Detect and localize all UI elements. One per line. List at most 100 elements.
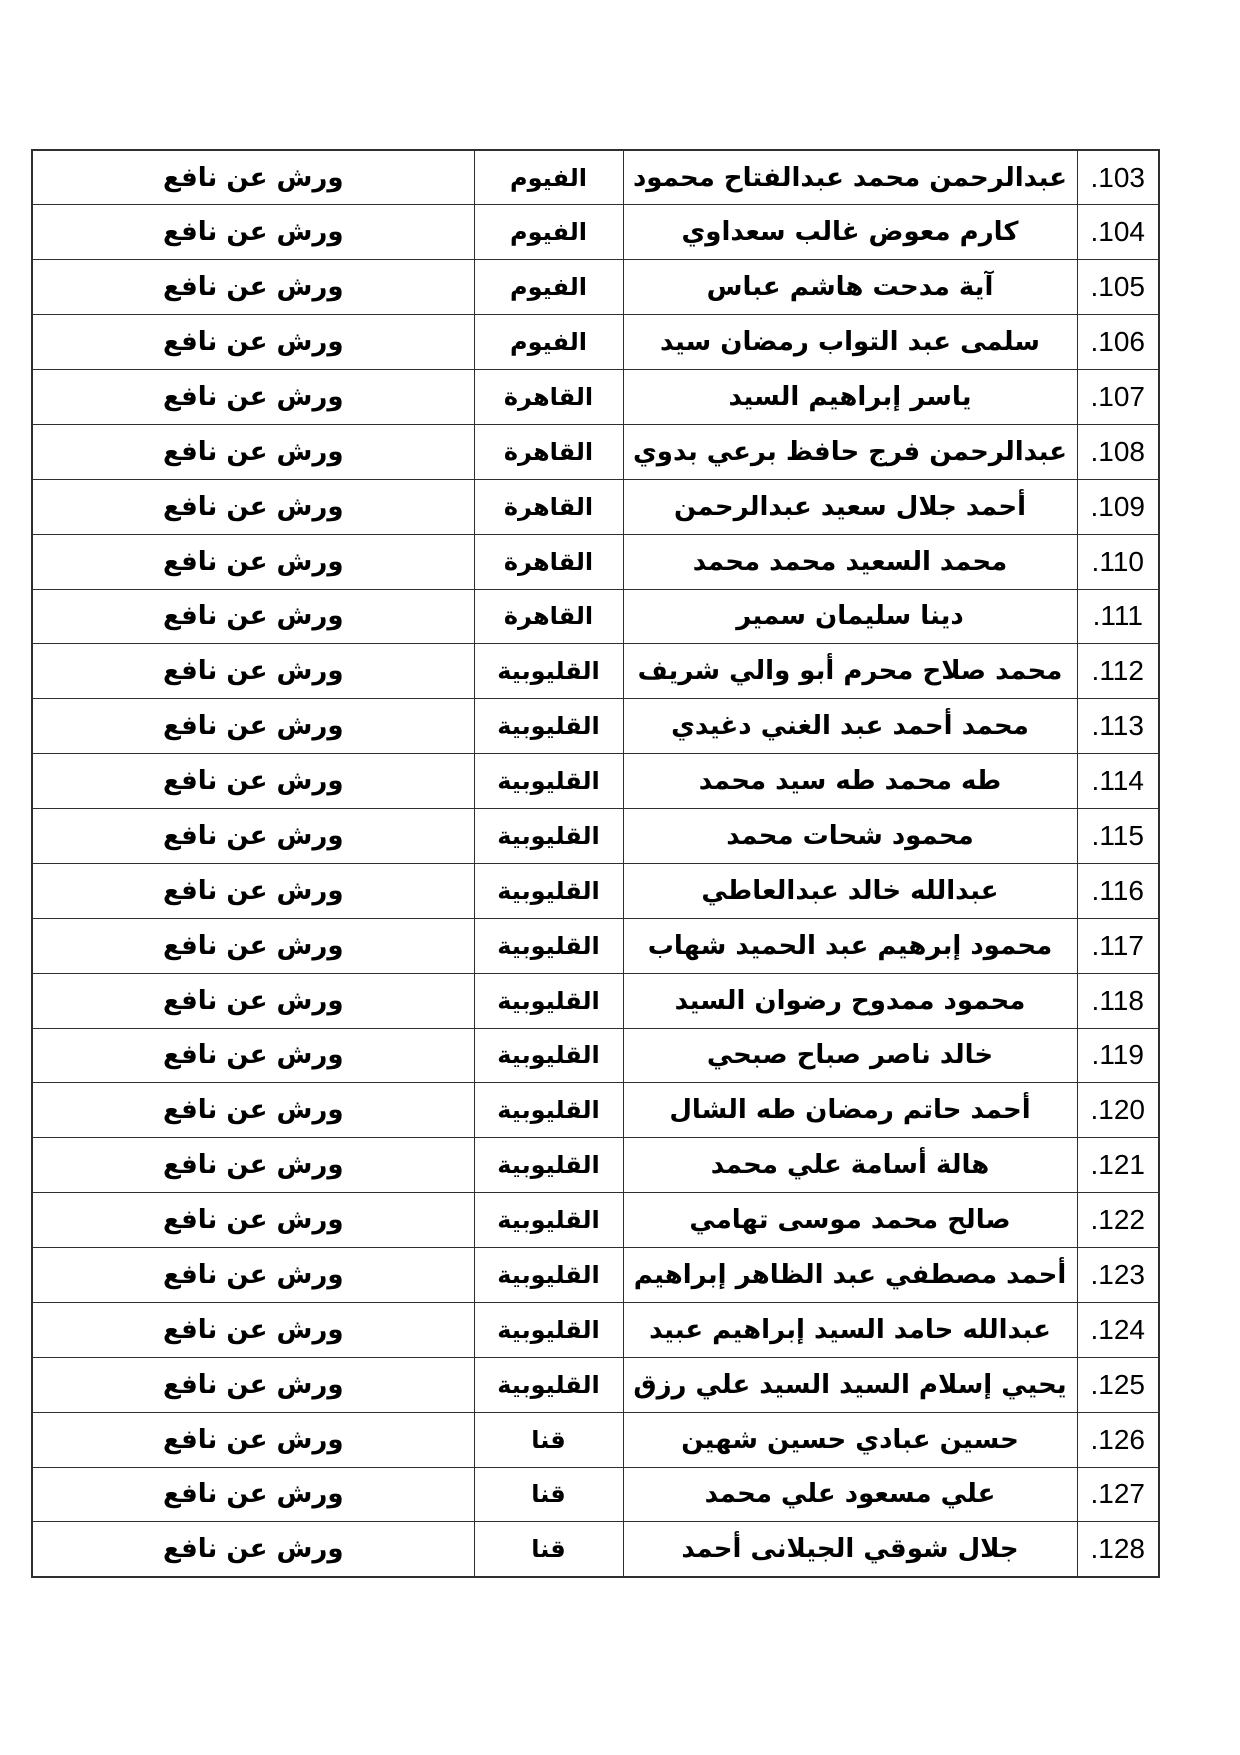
row-name-cell: صالح محمد موسى تهامي xyxy=(622,1192,1078,1248)
row-name-cell: كارم معوض غالب سعداوي xyxy=(622,204,1078,261)
row-governorate-cell: قنا xyxy=(473,1411,624,1468)
table-row: 108. عبدالرحمن فرج حافظ برعي بدوي القاهر… xyxy=(31,423,1160,480)
row-name-cell: محمود ممدوح رضوان السيد xyxy=(622,972,1078,1029)
row-name-cell: عبدالرحمن محمد عبدالفتاح محمود xyxy=(622,149,1078,206)
row-number-cell: 118. xyxy=(1076,972,1160,1029)
row-number-cell: 113. xyxy=(1076,698,1160,755)
table-row: 128. جلال شوقي الجيلانى أحمد قنا ورش عن … xyxy=(31,1521,1160,1578)
table-row: 110. محمد السعيد محمد محمد القاهرة ورش ع… xyxy=(31,533,1160,590)
row-name-cell: محمد صلاح محرم أبو والي شريف xyxy=(622,643,1078,700)
row-name-cell: ياسر إبراهيم السيد xyxy=(622,369,1078,425)
row-number-cell: 105. xyxy=(1076,259,1160,316)
row-name-cell: عبدالرحمن فرج حافظ برعي بدوي xyxy=(622,423,1078,480)
table-row: 118. محمود ممدوح رضوان السيد القليوبية و… xyxy=(31,972,1160,1029)
row-recitation-cell: ورش عن نافع xyxy=(31,1027,475,1084)
row-governorate-cell: القليوبية xyxy=(473,808,624,864)
row-name-cell: محمد السعيد محمد محمد xyxy=(622,533,1078,590)
row-recitation-cell: ورش عن نافع xyxy=(31,753,475,809)
table-row: 105. آية مدحت هاشم عباس الفيوم ورش عن نا… xyxy=(31,259,1160,316)
row-recitation-cell: ورش عن نافع xyxy=(31,1301,475,1358)
table-row: 107. ياسر إبراهيم السيد القاهرة ورش عن ن… xyxy=(31,369,1160,425)
table-row: 122. صالح محمد موسى تهامي القليوبية ورش … xyxy=(31,1192,1160,1248)
table-row: 123. أحمد مصطفي عبد الظاهر إبراهيم القلي… xyxy=(31,1247,1160,1303)
row-governorate-cell: القليوبية xyxy=(473,1027,624,1084)
row-recitation-cell: ورش عن نافع xyxy=(31,1082,475,1139)
row-recitation-cell: ورش عن نافع xyxy=(31,1411,475,1468)
row-number-cell: 123. xyxy=(1076,1247,1160,1303)
row-name-cell: هالة أسامة علي محمد xyxy=(622,1137,1078,1194)
row-name-cell: خالد ناصر صباح صبحي xyxy=(622,1027,1078,1084)
row-recitation-cell: ورش عن نافع xyxy=(31,972,475,1029)
row-number-cell: 115. xyxy=(1076,808,1160,864)
row-recitation-cell: ورش عن نافع xyxy=(31,478,475,535)
row-governorate-cell: القليوبية xyxy=(473,1247,624,1303)
row-name-cell: آية مدحت هاشم عباس xyxy=(622,259,1078,316)
row-number-cell: 124. xyxy=(1076,1301,1160,1358)
row-number-cell: 110. xyxy=(1076,533,1160,590)
row-governorate-cell: القليوبية xyxy=(473,917,624,974)
row-number-cell: 119. xyxy=(1076,1027,1160,1084)
row-name-cell: علي مسعود علي محمد xyxy=(622,1466,1078,1523)
table-row: 121. هالة أسامة علي محمد القليوبية ورش ع… xyxy=(31,1137,1160,1194)
row-recitation-cell: ورش عن نافع xyxy=(31,808,475,864)
row-governorate-cell: القليوبية xyxy=(473,698,624,755)
row-recitation-cell: ورش عن نافع xyxy=(31,1247,475,1303)
row-name-cell: يحيي إسلام السيد السيد علي رزق xyxy=(622,1356,1078,1413)
table-row: 112. محمد صلاح محرم أبو والي شريف القليو… xyxy=(31,643,1160,700)
row-recitation-cell: ورش عن نافع xyxy=(31,1137,475,1194)
row-governorate-cell: القاهرة xyxy=(473,369,624,425)
row-number-cell: 127. xyxy=(1076,1466,1160,1523)
row-name-cell: دينا سليمان سمير xyxy=(622,588,1078,645)
table-row: 115. محمود شحات محمد القليوبية ورش عن نا… xyxy=(31,808,1160,864)
row-recitation-cell: ورش عن نافع xyxy=(31,698,475,755)
row-number-cell: 125. xyxy=(1076,1356,1160,1413)
row-number-cell: 128. xyxy=(1076,1521,1160,1578)
roster-table-body: 103. عبدالرحمن محمد عبدالفتاح محمود الفي… xyxy=(31,149,1160,1578)
row-recitation-cell: ورش عن نافع xyxy=(31,369,475,425)
row-number-cell: 108. xyxy=(1076,423,1160,480)
table-row: 119. خالد ناصر صباح صبحي القليوبية ورش ع… xyxy=(31,1027,1160,1084)
row-governorate-cell: القليوبية xyxy=(473,1137,624,1194)
row-name-cell: عبدالله خالد عبدالعاطي xyxy=(622,862,1078,919)
row-number-cell: 126. xyxy=(1076,1411,1160,1468)
row-governorate-cell: القليوبية xyxy=(473,862,624,919)
row-governorate-cell: القاهرة xyxy=(473,588,624,645)
row-governorate-cell: الفيوم xyxy=(473,149,624,206)
row-governorate-cell: الفيوم xyxy=(473,259,624,316)
table-row: 116. عبدالله خالد عبدالعاطي القليوبية ور… xyxy=(31,862,1160,919)
table-row: 127. علي مسعود علي محمد قنا ورش عن نافع xyxy=(31,1466,1160,1523)
row-recitation-cell: ورش عن نافع xyxy=(31,643,475,700)
row-name-cell: أحمد جلال سعيد عبدالرحمن xyxy=(622,478,1078,535)
row-recitation-cell: ورش عن نافع xyxy=(31,204,475,261)
row-governorate-cell: القليوبية xyxy=(473,1301,624,1358)
table-row: 120. أحمد حاتم رمضان طه الشال القليوبية … xyxy=(31,1082,1160,1139)
row-number-cell: 109. xyxy=(1076,478,1160,535)
row-governorate-cell: القليوبية xyxy=(473,1192,624,1248)
row-number-cell: 122. xyxy=(1076,1192,1160,1248)
row-number-cell: 106. xyxy=(1076,314,1160,370)
row-name-cell: محمود إبرهيم عبد الحميد شهاب xyxy=(622,917,1078,974)
table-row: 109. أحمد جلال سعيد عبدالرحمن القاهرة ور… xyxy=(31,478,1160,535)
row-number-cell: 114. xyxy=(1076,753,1160,809)
table-row: 104. كارم معوض غالب سعداوي الفيوم ورش عن… xyxy=(31,204,1160,261)
row-governorate-cell: القليوبية xyxy=(473,972,624,1029)
row-recitation-cell: ورش عن نافع xyxy=(31,533,475,590)
row-name-cell: جلال شوقي الجيلانى أحمد xyxy=(622,1521,1078,1578)
row-number-cell: 121. xyxy=(1076,1137,1160,1194)
table-row: 103. عبدالرحمن محمد عبدالفتاح محمود الفي… xyxy=(31,149,1160,206)
row-number-cell: 117. xyxy=(1076,917,1160,974)
table-row: 124. عبدالله حامد السيد إبراهيم عبيد الق… xyxy=(31,1301,1160,1358)
row-number-cell: 103. xyxy=(1076,149,1160,206)
row-governorate-cell: القليوبية xyxy=(473,643,624,700)
row-recitation-cell: ورش عن نافع xyxy=(31,917,475,974)
row-name-cell: محمد أحمد عبد الغني دغيدي xyxy=(622,698,1078,755)
row-governorate-cell: القليوبية xyxy=(473,753,624,809)
recitation-roster-table: 103. عبدالرحمن محمد عبدالفتاح محمود الفي… xyxy=(31,149,1160,1578)
row-recitation-cell: ورش عن نافع xyxy=(31,314,475,370)
row-recitation-cell: ورش عن نافع xyxy=(31,259,475,316)
row-recitation-cell: ورش عن نافع xyxy=(31,423,475,480)
table-row: 111. دينا سليمان سمير القاهرة ورش عن ناف… xyxy=(31,588,1160,645)
row-number-cell: 104. xyxy=(1076,204,1160,261)
row-number-cell: 116. xyxy=(1076,862,1160,919)
row-recitation-cell: ورش عن نافع xyxy=(31,1192,475,1248)
